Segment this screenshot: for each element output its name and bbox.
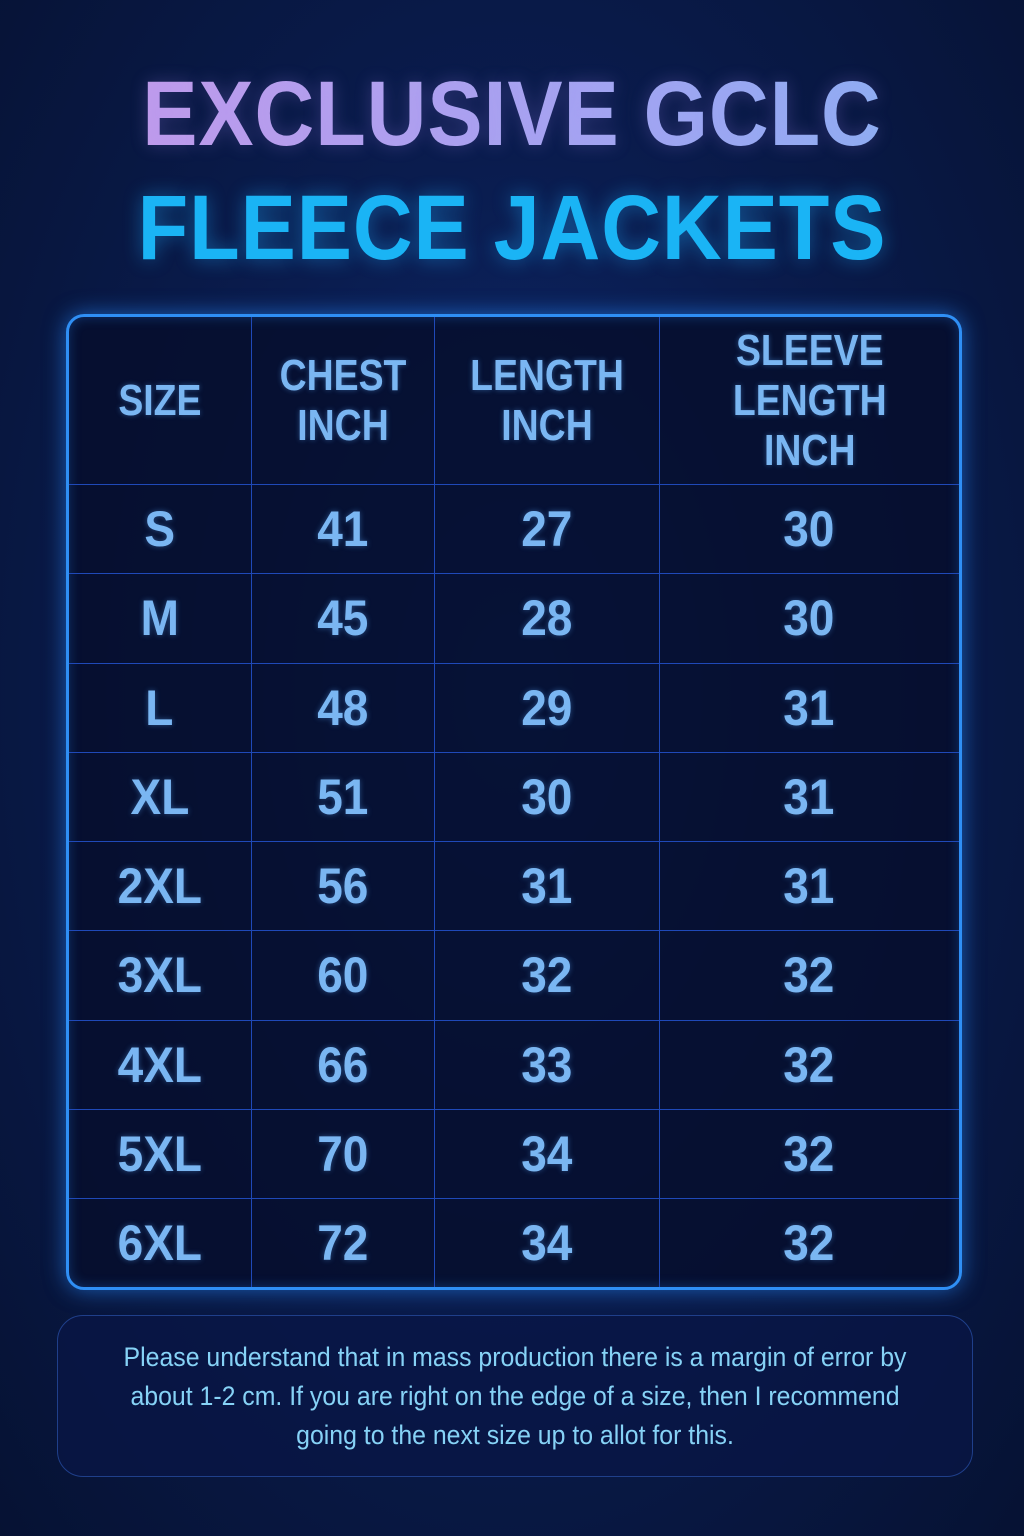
cell-chest: 70 xyxy=(250,1108,435,1200)
cell-size: 5XL xyxy=(69,1108,252,1200)
disclaimer-note: Please understand that in mass productio… xyxy=(57,1315,973,1477)
title-line-1: EXCLUSIVE GCLC xyxy=(51,62,973,167)
cell-size: 6XL xyxy=(69,1198,252,1287)
header-length: LENGTH INCH xyxy=(433,317,660,485)
cell-length: 27 xyxy=(433,483,660,575)
header-row: SIZE CHEST INCH LENGTH INCH SLEEVE LENGT… xyxy=(69,317,959,485)
cell-length: 34 xyxy=(433,1198,660,1287)
table-row: 4XL 66 33 32 xyxy=(69,1019,959,1110)
table-row: 3XL 60 32 32 xyxy=(69,930,959,1021)
cell-sleeve: 32 xyxy=(658,930,959,1021)
cell-chest: 56 xyxy=(250,840,435,932)
cell-size: 3XL xyxy=(69,930,252,1021)
cell-length: 31 xyxy=(433,840,660,932)
title-line-2: FLEECE JACKETS xyxy=(137,177,887,279)
cell-size: L xyxy=(69,662,252,753)
cell-sleeve: 31 xyxy=(658,662,959,753)
table-row: L 48 29 31 xyxy=(69,662,959,753)
table-row: 6XL 72 34 32 xyxy=(69,1198,959,1287)
table-row: 5XL 70 34 32 xyxy=(69,1108,959,1200)
cell-chest: 51 xyxy=(250,751,435,843)
cell-size: 2XL xyxy=(69,840,252,932)
cell-sleeve: 32 xyxy=(658,1108,959,1200)
header-chest: CHEST INCH xyxy=(250,317,435,485)
cell-size: M xyxy=(69,573,252,664)
cell-chest: 72 xyxy=(250,1198,435,1287)
size-chart-table: SIZE CHEST INCH LENGTH INCH SLEEVE LENGT… xyxy=(66,314,962,1290)
header-size: SIZE xyxy=(69,317,252,485)
cell-length: 29 xyxy=(433,662,660,753)
cell-sleeve: 32 xyxy=(658,1019,959,1110)
cell-chest: 48 xyxy=(250,662,435,753)
cell-chest: 60 xyxy=(250,930,435,1021)
table-row: M 45 28 30 xyxy=(69,573,959,664)
cell-size: S xyxy=(69,483,252,575)
table-row: 2XL 56 31 31 xyxy=(69,840,959,932)
cell-length: 33 xyxy=(433,1019,660,1110)
cell-sleeve: 30 xyxy=(658,573,959,664)
cell-size: 4XL xyxy=(69,1019,252,1110)
cell-sleeve: 32 xyxy=(658,1198,959,1287)
cell-chest: 45 xyxy=(250,573,435,664)
cell-length: 30 xyxy=(433,751,660,843)
cell-length: 34 xyxy=(433,1108,660,1200)
header-sleeve: SLEEVE LENGTH INCH xyxy=(658,317,959,485)
cell-sleeve: 31 xyxy=(658,840,959,932)
table-row: XL 51 30 31 xyxy=(69,751,959,843)
table-row: S 41 27 30 xyxy=(69,483,959,575)
cell-size: XL xyxy=(69,751,252,843)
cell-chest: 66 xyxy=(250,1019,435,1110)
cell-sleeve: 31 xyxy=(658,751,959,843)
cell-sleeve: 30 xyxy=(658,483,959,575)
cell-chest: 41 xyxy=(250,483,435,575)
cell-length: 28 xyxy=(433,573,660,664)
cell-length: 32 xyxy=(433,930,660,1021)
